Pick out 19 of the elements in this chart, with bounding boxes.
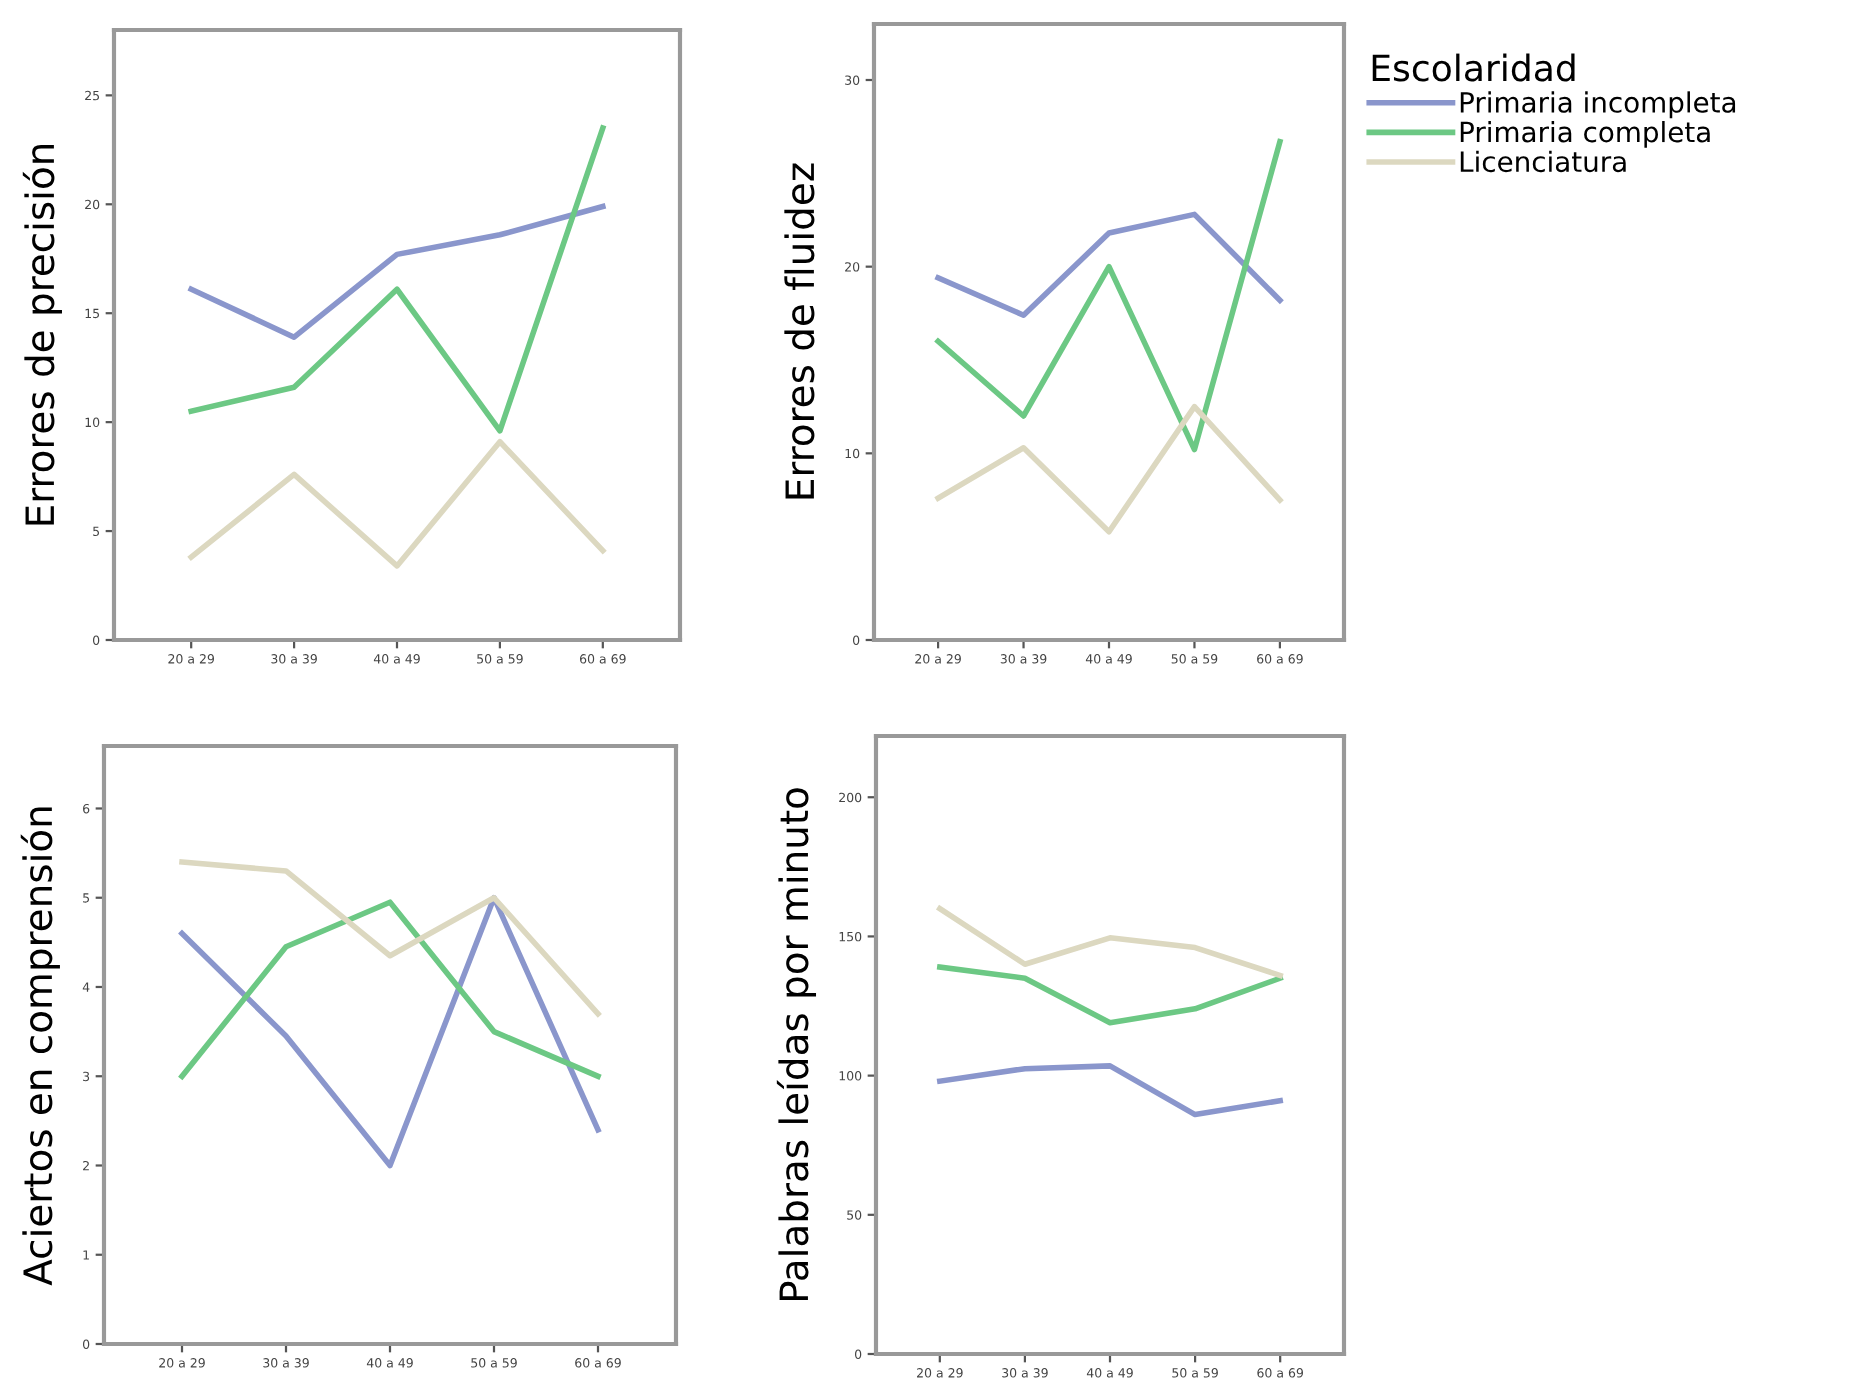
line-series — [179, 899, 601, 1080]
legend-label: Primaria completa — [1460, 120, 1710, 148]
line-series — [937, 964, 1283, 1026]
line-series — [935, 138, 1283, 453]
line-series — [935, 211, 1283, 318]
line-series — [937, 1063, 1283, 1118]
y-axis-title: Errores de precisión — [22, 144, 62, 525]
legend-label: Licenciatura — [1460, 150, 1626, 173]
legend-title: Escolaridad — [1372, 53, 1575, 82]
line-series — [937, 905, 1283, 979]
line-series — [188, 438, 606, 569]
line-series — [179, 859, 601, 1017]
y-axis-title: Aciertos en comprensión — [20, 807, 60, 1286]
y-axis-title: Errores de fluidez — [784, 163, 815, 499]
legend-label: Primaria incompleta — [1460, 91, 1736, 119]
line-series — [935, 403, 1283, 535]
y-axis-title: Palabras leídas por minuto — [776, 788, 817, 1301]
line-series — [188, 125, 606, 434]
line-series — [188, 203, 606, 340]
